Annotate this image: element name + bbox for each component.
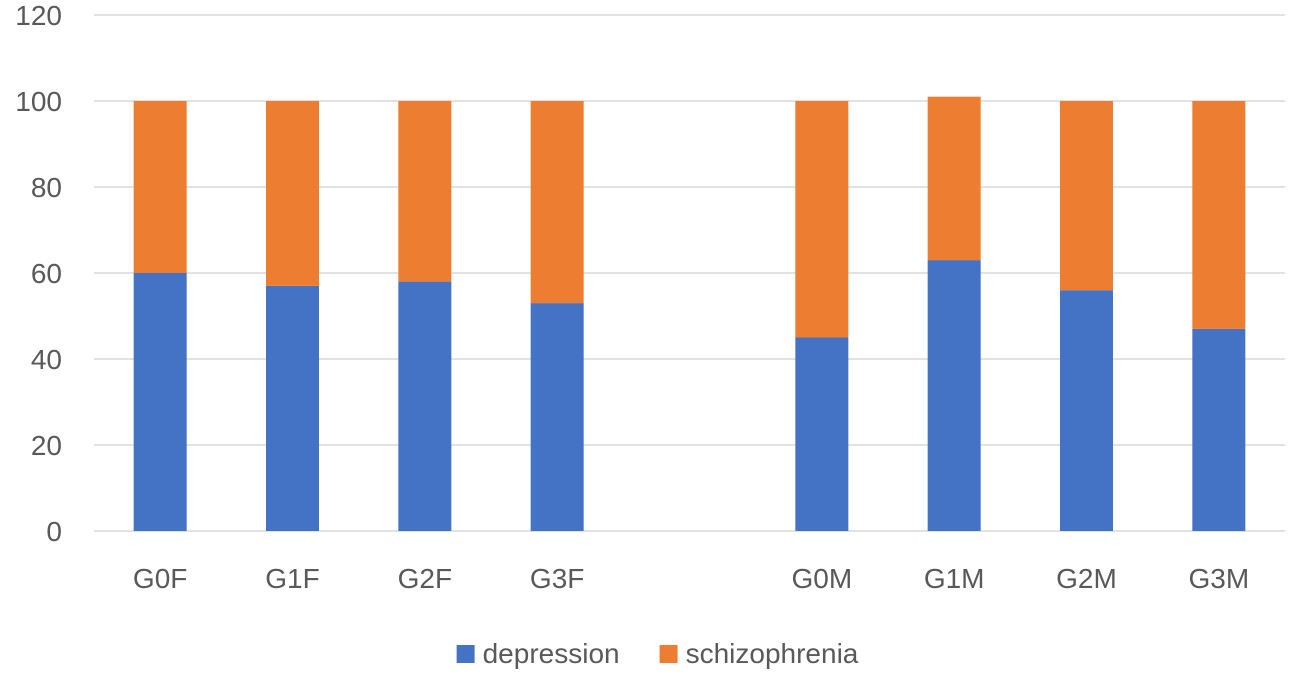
y-tick-label-40: 40 <box>31 344 62 375</box>
x-tick-label-G3F: G3F <box>530 563 584 594</box>
bar-G0F-schizophrenia <box>133 101 187 273</box>
y-tick-label-100: 100 <box>15 86 62 117</box>
y-tick-label-80: 80 <box>31 172 62 203</box>
y-tick-label-120: 120 <box>15 0 62 31</box>
legend-swatch-schizophrenia <box>659 645 678 663</box>
bar-G0M-schizophrenia <box>795 101 849 338</box>
bar-G2M-schizophrenia <box>1060 101 1113 291</box>
x-tick-label-G3M: G3M <box>1188 563 1249 594</box>
x-tick-label-G2F: G2F <box>398 563 452 594</box>
y-tick-label-60: 60 <box>31 258 62 289</box>
bar-G0M-depression <box>795 337 849 531</box>
x-tick-label-G0F: G0F <box>133 563 187 594</box>
legend-label-schizophrenia: schizophrenia <box>686 638 859 669</box>
bar-G1F-schizophrenia <box>266 101 319 286</box>
legend: depression schizophrenia <box>456 638 859 669</box>
bar-G0F-depression <box>133 273 187 531</box>
y-tick-label-0: 0 <box>46 516 62 547</box>
bar-G1F-depression <box>266 285 319 531</box>
bar-G3M-schizophrenia <box>1192 101 1246 329</box>
x-tick-label-G1F: G1F <box>265 563 319 594</box>
bars <box>133 96 1246 531</box>
bar-G3F-depression <box>530 303 584 531</box>
x-tick-label-G0M: G0M <box>791 563 852 594</box>
bar-G2M-depression <box>1060 290 1113 531</box>
y-tick-label-20: 20 <box>31 430 62 461</box>
bar-G2F-schizophrenia <box>398 101 452 282</box>
bar-G2F-depression <box>398 281 452 531</box>
x-tick-label-G2M: G2M <box>1056 563 1117 594</box>
y-axis-tick-labels: 0 20 40 60 80 100 120 <box>15 0 62 547</box>
x-tick-label-G1M: G1M <box>924 563 985 594</box>
bar-G1M-schizophrenia <box>927 96 981 261</box>
legend-swatch-depression <box>456 645 475 663</box>
bar-G3M-depression <box>1192 328 1246 531</box>
bar-G1M-depression <box>927 260 981 531</box>
bar-G3F-schizophrenia <box>530 101 584 304</box>
x-axis-tick-labels: G0F G1F G2F G3F G0M G1M G2M G3M <box>133 563 1249 594</box>
legend-label-depression: depression <box>483 638 620 669</box>
